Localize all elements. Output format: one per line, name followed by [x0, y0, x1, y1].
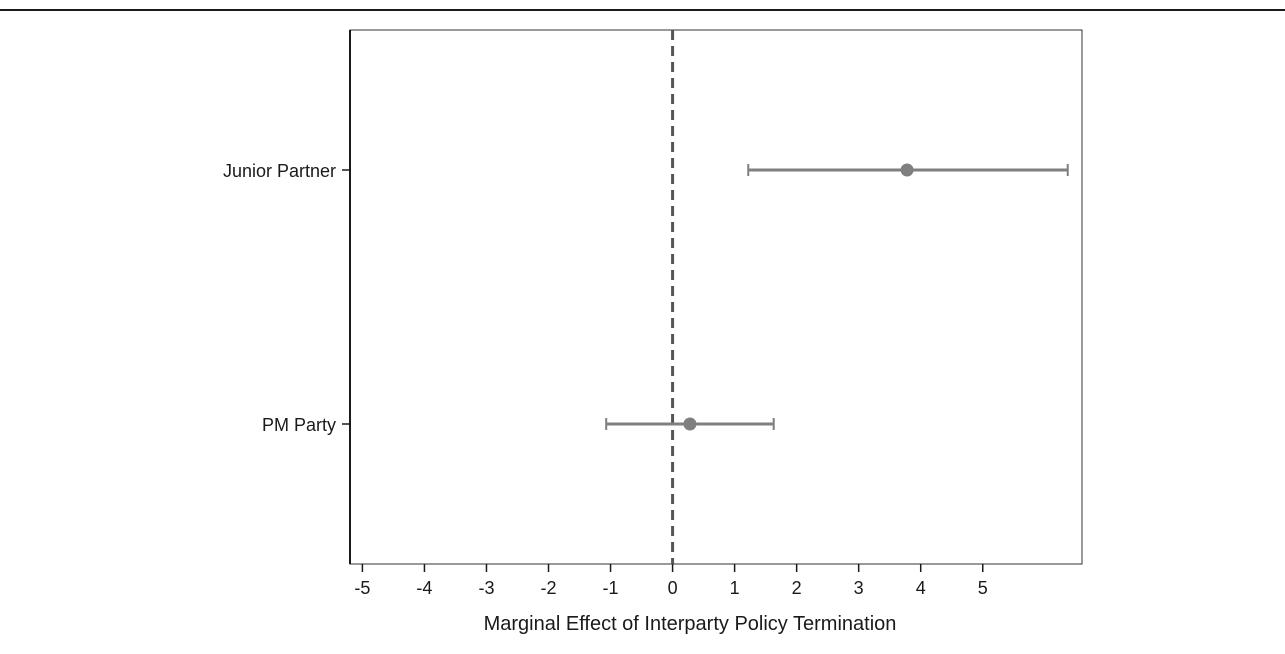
x-tick-label: -4 [416, 578, 432, 598]
estimate-marks [605, 163, 1069, 431]
y-tick-label: PM Party [262, 415, 336, 435]
x-tick-label: 5 [978, 578, 988, 598]
x-tick-label: 0 [668, 578, 678, 598]
plot-frame [349, 29, 1083, 565]
x-axis-label: Marginal Effect of Interparty Policy Ter… [484, 613, 897, 635]
x-tick-label: -5 [354, 578, 370, 598]
x-tick-label: -1 [603, 578, 619, 598]
x-tick-label: -3 [478, 578, 494, 598]
x-tick-label: -2 [541, 578, 557, 598]
point-estimate [683, 417, 697, 431]
point-estimate [900, 163, 914, 177]
x-tick-label: 2 [792, 578, 802, 598]
x-axis-ticks: -5 -4 -3 -2 -1 0 1 2 3 4 5 [354, 564, 988, 598]
x-tick-label: 1 [730, 578, 740, 598]
x-tick-label: 3 [854, 578, 864, 598]
x-tick-label: 4 [916, 578, 926, 598]
y-tick-label: Junior Partner [223, 161, 336, 181]
y-axis-ticks: Junior Partner PM Party [223, 161, 350, 435]
